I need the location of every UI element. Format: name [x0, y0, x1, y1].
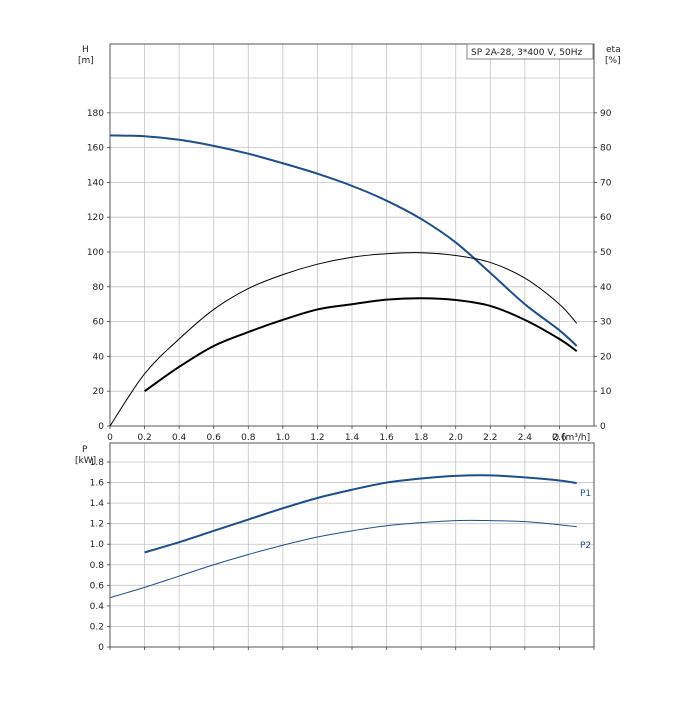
chart-title: SP 2A-28, 3*400 V, 50Hz: [471, 48, 582, 58]
y-axis-label-eta: eta: [606, 45, 621, 55]
y-tick-label-eta: 50: [600, 248, 612, 258]
y-tick-label-h: 80: [93, 283, 105, 293]
y-tick-label-h: 140: [87, 178, 104, 188]
y-tick-label-h: 60: [93, 318, 105, 328]
x-tick-label: 1.4: [345, 433, 360, 443]
y-axis-unit-h: [m]: [78, 56, 94, 66]
x-tick-label: 2.6: [552, 433, 567, 443]
x-tick-label: 0.2: [137, 433, 151, 443]
x-tick-label: 1.0: [276, 433, 291, 443]
x-tick-label: 2.0: [449, 433, 464, 443]
y-tick-label-p: 1.0: [90, 540, 105, 550]
y-tick-label-p: 0.6: [90, 581, 105, 591]
y-tick-label-eta: 80: [600, 144, 612, 154]
hq-ticks: 0 0.2 0.4 0.6 0.8 1.0 1.2 1.4 1.6 1.8 2.0 2.2 2.4 2.6…: [87, 109, 612, 443]
head-curve: [109, 134, 578, 347]
eta-curve-bold: [143, 297, 578, 393]
y-tick-label-eta: 90: [600, 109, 612, 119]
power-chart: 0 0.2 0.4 0.6 0.8 1.0 1.2 1.4 1.6 1.8 P [kW] P1 P…: [75, 442, 595, 653]
y-tick-label-p: 0.2: [90, 622, 104, 632]
y-axis-label-p: P: [82, 445, 88, 455]
x-tick-label: 1.8: [414, 433, 429, 443]
y-tick-label-eta: 30: [600, 318, 612, 328]
x-tick-label: 0.4: [172, 433, 187, 443]
x-axis-label: Q [m³/h]: [552, 433, 590, 443]
y-tick-label-eta: 0: [600, 422, 606, 432]
x-tick-label: 2.4: [518, 433, 533, 443]
series-label-p1: P1: [580, 489, 591, 499]
hq-grid: [109, 44, 595, 427]
y-axis-label-h: H: [82, 45, 89, 55]
y-tick-label-h: 120: [87, 213, 104, 223]
power-ticks: 0 0.2 0.4 0.6 0.8 1.0 1.2 1.4 1.6 1.8: [90, 458, 595, 653]
y-tick-label-h: 20: [93, 387, 105, 397]
x-tick-label: 0.8: [241, 433, 256, 443]
y-tick-label-h: 100: [87, 248, 104, 258]
y-tick-label-p: 1.6: [90, 479, 105, 489]
chart-title-box: [466, 43, 594, 60]
x-tick-label: 2.2: [483, 433, 497, 443]
y-tick-label-eta: 60: [600, 213, 612, 223]
hq-curves: [109, 134, 578, 427]
x-tick-label: 1.2: [310, 433, 324, 443]
y-tick-label-p: 0: [98, 643, 104, 653]
y-tick-label-p: 0.4: [90, 602, 105, 612]
y-tick-label-h: 40: [93, 352, 105, 362]
power-curve-p1: [144, 474, 577, 554]
y-tick-label-p: 1.2: [90, 520, 104, 530]
y-tick-label-eta: 40: [600, 283, 612, 293]
y-tick-label-p: 1.8: [90, 458, 105, 468]
series-label-p2: P2: [580, 541, 591, 551]
y-tick-label-eta: 10: [600, 387, 612, 397]
power-curves: [109, 474, 577, 599]
y-tick-label-eta: 20: [600, 352, 612, 362]
y-axis-unit-eta: [%]: [605, 56, 621, 66]
x-tick-label: 1.6: [379, 433, 394, 443]
y-tick-label-h: 160: [87, 144, 104, 154]
power-curve-p2: [109, 519, 577, 599]
x-tick-label: 0.6: [207, 433, 222, 443]
y-tick-label-p: 1.4: [90, 499, 105, 509]
y-tick-label-p: 0.8: [90, 561, 105, 571]
x-tick-label: 0: [107, 433, 113, 443]
hq-chart: 0 0.2 0.4 0.6 0.8 1.0 1.2 1.4 1.6 1.8 2.0 2.2 2.4 2.6…: [78, 43, 621, 443]
y-tick-label-h: 180: [87, 109, 104, 119]
eta-curve-thin: [109, 252, 578, 427]
y-axis-unit-p: [kW]: [75, 456, 96, 466]
y-tick-label-h: 0: [98, 422, 104, 432]
y-tick-label-eta: 70: [600, 178, 612, 188]
